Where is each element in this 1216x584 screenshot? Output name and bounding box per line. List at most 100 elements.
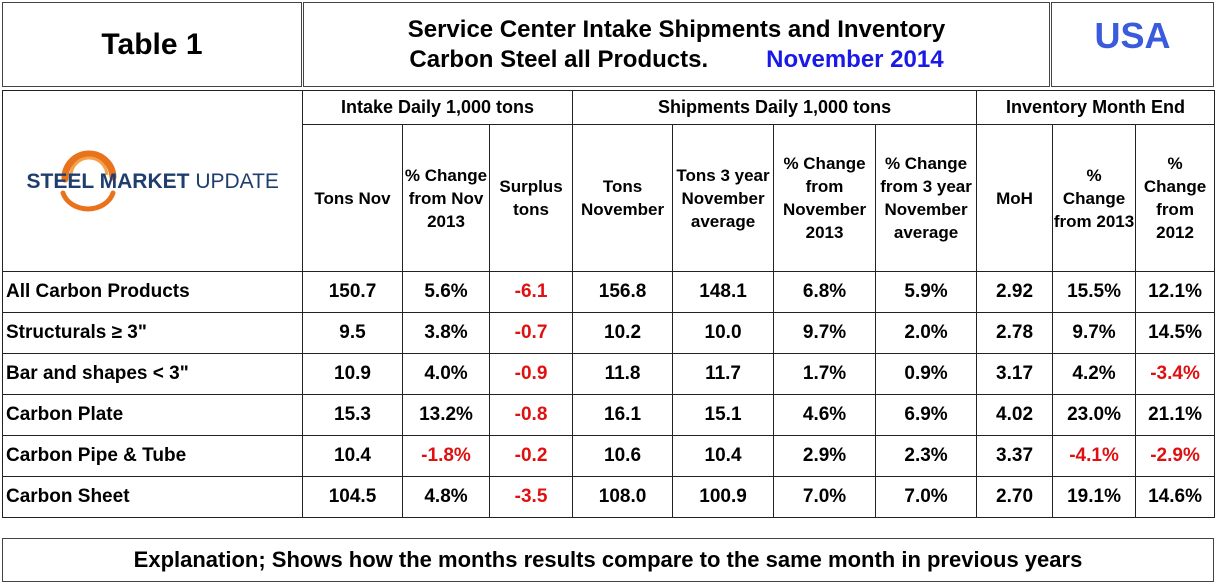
- table-cell: 4.0%: [402, 353, 490, 395]
- row-label: Carbon Pipe & Tube: [2, 435, 303, 477]
- table-cell: -1.8%: [402, 435, 490, 477]
- table-row: Carbon Plate 15.3 13.2% -0.8 16.1 15.1 4.6% 6.9…: [2, 394, 1216, 436]
- table-cell: -3.5: [488, 476, 574, 518]
- table-cell: 10.2: [572, 312, 674, 354]
- table-cell: 104.5: [302, 476, 403, 518]
- table-title: Table 1: [101, 27, 203, 61]
- data-table: STEEL MARKET UPDATE Intake Daily 1,000 t…: [2, 90, 1216, 518]
- table-heading-box: Service Center Intake Shipments and Inve…: [303, 2, 1050, 87]
- table-cell: -0.2: [488, 435, 574, 477]
- table-cell: 10.9: [302, 353, 403, 395]
- table-row: Carbon Sheet 104.5 4.8% -3.5 108.0 100.9 7.0% 7…: [2, 476, 1216, 518]
- col-header-pct-change-2013: % Change from 2013: [1052, 124, 1137, 272]
- table-cell: 1.7%: [773, 353, 877, 395]
- table-cell: 100.9: [672, 476, 775, 518]
- table-cell: 6.9%: [875, 394, 978, 436]
- table-cell: -0.9: [488, 353, 574, 395]
- logo-swoosh-icon: [60, 150, 116, 212]
- col-header-pct-change-3yr-avg: % Change from 3 year November average: [875, 124, 978, 272]
- table-cell: 0.9%: [875, 353, 978, 395]
- table-cell: 15.3: [302, 394, 403, 436]
- col-header-pct-change-nov2013: % Change from Nov 2013: [402, 124, 490, 272]
- table-cell: -0.8: [488, 394, 574, 436]
- table-cell: 4.2%: [1052, 353, 1137, 395]
- country-label: USA: [1094, 15, 1171, 56]
- table-cell: 2.9%: [773, 435, 877, 477]
- logo-word-market: MARKET: [99, 170, 190, 193]
- table-cell: 16.1: [572, 394, 674, 436]
- row-label: Bar and shapes < 3": [2, 353, 303, 395]
- table-cell: 14.6%: [1135, 476, 1216, 518]
- row-label: Structurals ≥ 3": [2, 312, 303, 354]
- table-cell: 10.0: [672, 312, 775, 354]
- table-cell: 2.0%: [875, 312, 978, 354]
- table-cell: 9.7%: [1052, 312, 1137, 354]
- table-cell: 7.0%: [875, 476, 978, 518]
- table-cell: 4.8%: [402, 476, 490, 518]
- table-title-box: Table 1: [2, 2, 302, 87]
- table-cell: 150.7: [302, 271, 403, 313]
- group-header-shipments: Shipments Daily 1,000 tons: [572, 90, 978, 125]
- table-cell: 5.9%: [875, 271, 978, 313]
- table-cell: 156.8: [572, 271, 674, 313]
- table-cell: 6.8%: [773, 271, 877, 313]
- table-cell: 2.70: [976, 476, 1054, 518]
- col-header-moh: MoH: [976, 124, 1054, 272]
- table-cell: 2.92: [976, 271, 1054, 313]
- table-cell: 12.1%: [1135, 271, 1216, 313]
- table-cell: 4.6%: [773, 394, 877, 436]
- explanation-note: Explanation; Shows how the months result…: [2, 538, 1214, 582]
- col-header-surplus-tons: Surplus tons: [488, 124, 574, 272]
- table-cell: 3.17: [976, 353, 1054, 395]
- table-cell: 3.8%: [402, 312, 490, 354]
- table-cell: 10.6: [572, 435, 674, 477]
- table-row: Bar and shapes < 3" 10.9 4.0% -0.9 11.8 11.7 1…: [2, 353, 1216, 395]
- country-box: USA: [1051, 2, 1214, 87]
- table-cell: 23.0%: [1052, 394, 1137, 436]
- table-cell: 5.6%: [402, 271, 490, 313]
- table-cell: 3.37: [976, 435, 1054, 477]
- table-cell: 15.5%: [1052, 271, 1137, 313]
- table-row: Carbon Pipe & Tube 10.4 -1.8% -0.2 10.6 10.4 2…: [2, 435, 1216, 477]
- table-cell: 21.1%: [1135, 394, 1216, 436]
- col-header-pct-change-2012: % Change from 2012: [1135, 124, 1216, 272]
- table-cell: 14.5%: [1135, 312, 1216, 354]
- table-cell: 9.5: [302, 312, 403, 354]
- table-cell: 2.78: [976, 312, 1054, 354]
- table-body: All Carbon Products 150.7 5.6% -6.1 156.8 148…: [2, 271, 1216, 518]
- table-cell: 11.7: [672, 353, 775, 395]
- table-cell: 19.1%: [1052, 476, 1137, 518]
- steel-market-update-logo: STEEL MARKET UPDATE: [13, 141, 293, 221]
- report-period: November 2014: [766, 45, 944, 73]
- group-header-inventory: Inventory Month End: [976, 90, 1216, 125]
- row-label: Carbon Sheet: [2, 476, 303, 518]
- logo-cell: STEEL MARKET UPDATE: [2, 90, 303, 272]
- col-header-tons-november: Tons November: [572, 124, 674, 272]
- row-label: Carbon Plate: [2, 394, 303, 436]
- logo-word-update: UPDATE: [195, 170, 279, 193]
- table-cell: -3.4%: [1135, 353, 1216, 395]
- heading-line-2: Carbon Steel all Products.: [409, 45, 709, 73]
- table-cell: 10.4: [302, 435, 403, 477]
- table-cell: 4.02: [976, 394, 1054, 436]
- group-header-intake: Intake Daily 1,000 tons: [301, 90, 574, 125]
- row-label: All Carbon Products: [2, 271, 303, 313]
- table-row: Structurals ≥ 3" 9.5 3.8% -0.7 10.2 10.0 9.7% 2…: [2, 312, 1216, 354]
- table-row: All Carbon Products 150.7 5.6% -6.1 156.8 148…: [2, 271, 1216, 313]
- table-cell: 11.8: [572, 353, 674, 395]
- table-cell: 7.0%: [773, 476, 877, 518]
- col-header-tons-nov: Tons Nov: [302, 124, 403, 272]
- table-cell: 2.3%: [875, 435, 978, 477]
- heading-line-1: Service Center Intake Shipments and Inve…: [407, 15, 946, 43]
- table-cell: 148.1: [672, 271, 775, 313]
- logo-word-steel: STEEL: [26, 170, 94, 193]
- table-cell: 10.4: [672, 435, 775, 477]
- col-header-tons-3yr-avg: Tons 3 year November average: [672, 124, 775, 272]
- table-cell: 108.0: [572, 476, 674, 518]
- table-cell: 13.2%: [402, 394, 490, 436]
- col-header-pct-change-nov2013-ship: % Change from November 2013: [773, 124, 877, 272]
- table-cell: -2.9%: [1135, 435, 1216, 477]
- table-cell: -0.7: [488, 312, 574, 354]
- table-cell: 9.7%: [773, 312, 877, 354]
- table-cell: 15.1: [672, 394, 775, 436]
